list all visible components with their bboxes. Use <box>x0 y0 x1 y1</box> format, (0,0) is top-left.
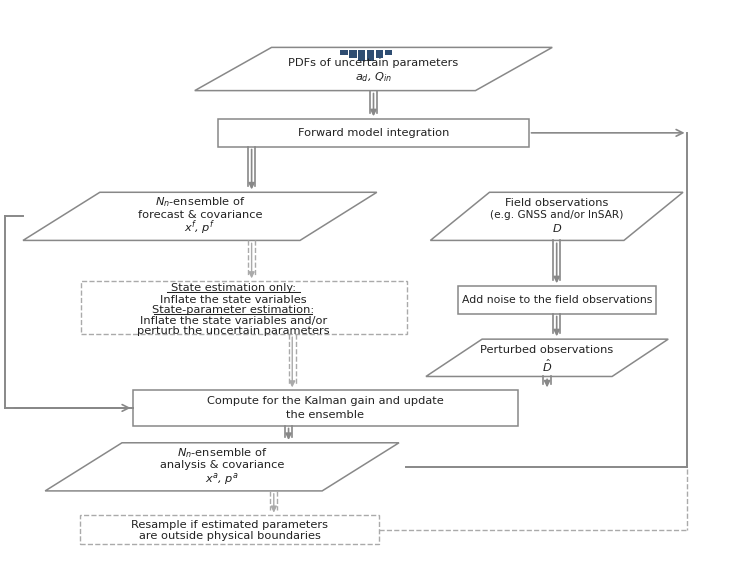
Text: analysis & covariance: analysis & covariance <box>160 461 285 470</box>
Text: State-parameter estimation:: State-parameter estimation: <box>152 305 314 315</box>
Text: $\hat{D}$: $\hat{D}$ <box>542 357 552 374</box>
Text: Compute for the Kalman gain and update: Compute for the Kalman gain and update <box>207 395 444 406</box>
Bar <box>376 50 383 58</box>
Text: $x^a$, $p^a$: $x^a$, $p^a$ <box>205 470 239 487</box>
Text: State estimation only:: State estimation only: <box>170 283 296 293</box>
Text: the ensemble: the ensemble <box>287 410 365 420</box>
Bar <box>80 515 379 544</box>
Bar <box>218 119 529 146</box>
Polygon shape <box>430 192 683 240</box>
Bar <box>349 50 356 58</box>
Text: $D$: $D$ <box>551 222 562 234</box>
Polygon shape <box>23 192 376 240</box>
Text: are outside physical boundaries: are outside physical boundaries <box>138 531 320 541</box>
Text: Add noise to the field observations: Add noise to the field observations <box>462 295 652 305</box>
Text: $a_d$, $Q_{in}$: $a_d$, $Q_{in}$ <box>355 70 392 84</box>
Text: Inflate the state variables and/or: Inflate the state variables and/or <box>140 317 326 326</box>
Text: forecast & covariance: forecast & covariance <box>137 210 262 220</box>
Text: Field observations: Field observations <box>505 198 608 208</box>
Text: $x^f$, $p^f$: $x^f$, $p^f$ <box>185 219 216 237</box>
Text: PDFs of uncertain parameters: PDFs of uncertain parameters <box>288 58 459 68</box>
Bar <box>134 390 518 426</box>
Bar <box>367 50 374 61</box>
Text: perturb the uncertain parameters: perturb the uncertain parameters <box>137 326 329 336</box>
Polygon shape <box>45 442 399 491</box>
Text: Perturbed observations: Perturbed observations <box>480 345 614 355</box>
Text: Forward model integration: Forward model integration <box>298 128 449 138</box>
Bar <box>340 50 347 55</box>
Text: $N_n$-ensemble of: $N_n$-ensemble of <box>177 446 267 460</box>
Text: Resample if estimated parameters: Resample if estimated parameters <box>131 520 328 530</box>
Text: $N_n$-ensemble of: $N_n$-ensemble of <box>155 196 245 209</box>
Bar <box>81 281 407 334</box>
Polygon shape <box>426 339 669 377</box>
Bar <box>458 286 656 314</box>
Text: Inflate the state variables: Inflate the state variables <box>160 295 306 305</box>
Bar <box>385 50 392 55</box>
Bar <box>358 50 365 61</box>
Polygon shape <box>195 47 552 90</box>
Text: (e.g. GNSS and/or InSAR): (e.g. GNSS and/or InSAR) <box>490 210 624 220</box>
